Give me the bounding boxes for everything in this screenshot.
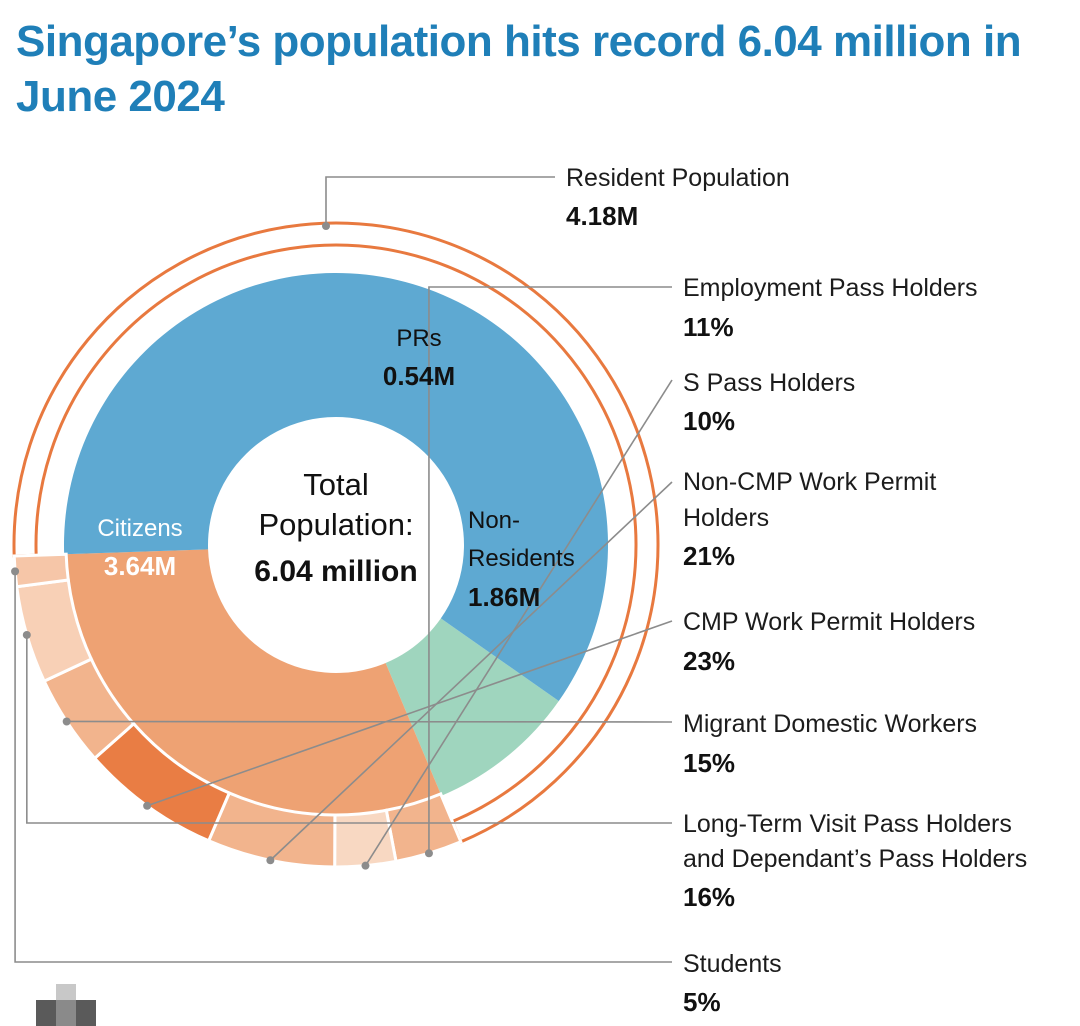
- prs-value: 0.54M: [383, 361, 455, 391]
- leader-breakdown-6-dot: [11, 567, 20, 576]
- breakdown-slice-s-pass-holders: [333, 808, 398, 869]
- leader-breakdown-3-dot: [143, 801, 152, 810]
- migrant-domestic-workers-label: Migrant Domestic Workers: [683, 710, 977, 738]
- leader-breakdown-0: [428, 286, 672, 854]
- center-total-line2: Population:: [258, 507, 413, 542]
- citizens-label: Citizens: [97, 515, 182, 542]
- prs-label: PRs: [396, 325, 441, 352]
- leader-breakdown-5-dot: [22, 630, 31, 639]
- leader-breakdown-6: [14, 571, 672, 963]
- employment-pass-label: Employment Pass Holders: [683, 274, 978, 302]
- leader-breakdown-2-dot: [266, 856, 275, 865]
- cmp-work-permit-label: CMP Work Permit Holders: [683, 608, 975, 636]
- leader-breakdown-5: [26, 634, 672, 824]
- students-value: 5%: [683, 987, 721, 1017]
- leader-breakdown-0-dot: [424, 849, 433, 858]
- cmp-work-permit-value: 23%: [683, 646, 735, 676]
- s-pass-value: 10%: [683, 406, 735, 436]
- center-total-line1: Total: [303, 467, 368, 502]
- citizens-value: 3.64M: [104, 551, 176, 581]
- leader-resident-population: [325, 176, 555, 226]
- resident-population-label: Resident Population: [566, 164, 790, 192]
- long-term-visit-pass-label-line2: and Dependant’s Pass Holders: [683, 845, 1027, 873]
- s-pass-label: S Pass Holders: [683, 369, 855, 397]
- long-term-visit-pass-label-line1: Long-Term Visit Pass Holders: [683, 810, 1012, 838]
- employment-pass-value: 11%: [683, 312, 734, 342]
- leader-resident-population-dot: [322, 222, 330, 230]
- non-residents-value: 1.86M: [468, 582, 540, 612]
- leader-breakdown-2: [269, 481, 673, 861]
- non-cmp-work-permit-label-line1: Non-CMP Work Permit: [683, 468, 936, 496]
- leader-breakdown-3: [146, 620, 673, 807]
- inner-slice-citizens: [64, 273, 609, 702]
- non-cmp-work-permit-label-line2: Holders: [683, 504, 769, 532]
- students-label: Students: [683, 950, 782, 978]
- center-total-value: 6.04 million: [254, 555, 417, 588]
- non-residents-label-line2: Residents: [468, 545, 575, 572]
- publisher-logo-icon: [36, 984, 96, 1026]
- leader-breakdown-4: [66, 720, 673, 723]
- resident-population-value: 4.18M: [566, 201, 638, 231]
- migrant-domestic-workers-value: 15%: [683, 748, 735, 778]
- chart-title: Singapore’s population hits record 6.04 …: [16, 17, 1022, 121]
- leader-breakdown-1: [364, 379, 673, 867]
- long-term-visit-pass-value: 16%: [683, 882, 735, 912]
- non-residents-label-line1: Non-: [468, 507, 520, 534]
- leader-breakdown-4-dot: [62, 717, 71, 726]
- breakdown-slice-students: [12, 552, 70, 589]
- non-cmp-work-permit-value: 21%: [683, 541, 735, 571]
- leader-breakdown-1-dot: [361, 861, 370, 870]
